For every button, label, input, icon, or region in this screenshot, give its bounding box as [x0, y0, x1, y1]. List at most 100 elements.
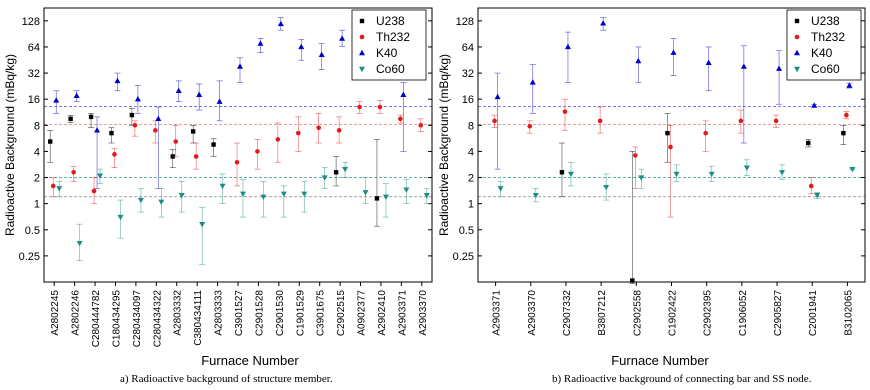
marker-co60 — [76, 241, 83, 247]
marker-k40 — [705, 59, 712, 66]
x-tick-label: C2907332 — [562, 290, 573, 337]
marker-th232 — [492, 118, 497, 124]
marker-k40 — [196, 91, 203, 97]
marker-th232 — [50, 183, 56, 189]
x-tick-label: C3901675 — [316, 290, 327, 337]
marker-co60 — [260, 194, 267, 200]
marker-th232 — [633, 153, 638, 158]
marker-k40 — [494, 93, 501, 100]
x-tick-label: A2802246 — [71, 290, 82, 336]
legend-marker-u238 — [359, 18, 365, 24]
marker-u238 — [68, 116, 73, 122]
marker-th232 — [844, 112, 849, 118]
y-tick-label: 128 — [456, 16, 474, 28]
marker-th232 — [357, 104, 362, 110]
marker-co60 — [56, 186, 63, 192]
y-tick-label: 128 — [22, 16, 40, 28]
y-tick-label: 2 — [34, 173, 40, 185]
marker-k40 — [155, 115, 162, 122]
legend-marker-co60 — [794, 66, 800, 73]
legend-label-th232: Th232 — [811, 30, 845, 44]
x-tick-label: C2905827 — [773, 290, 784, 337]
legend-label-co60: Co60 — [376, 62, 405, 76]
marker-th232 — [193, 154, 199, 159]
marker-co60 — [708, 171, 715, 178]
marker-co60 — [779, 170, 786, 176]
y-axis-label: Radioactive Background (mBq/kg) — [3, 54, 17, 236]
marker-k40 — [94, 127, 101, 133]
marker-k40 — [529, 79, 536, 85]
marker-co60 — [342, 166, 349, 173]
x-tick-label: B3102065 — [843, 290, 854, 336]
marker-th232 — [275, 137, 281, 142]
marker-th232 — [703, 130, 708, 136]
marker-k40 — [175, 87, 182, 93]
y-tick-label: 8 — [34, 120, 40, 132]
x-tick-label: C2902395 — [703, 290, 714, 337]
x-tick-label: C380434111 — [193, 290, 204, 346]
marker-k40 — [134, 95, 141, 102]
marker-u238 — [333, 170, 339, 175]
y-tick-label: 0.25 — [453, 251, 474, 263]
marker-u238 — [88, 114, 94, 120]
legend-marker-k40 — [359, 49, 365, 56]
marker-co60 — [497, 186, 504, 192]
marker-u238 — [211, 142, 216, 147]
marker-co60 — [532, 193, 539, 199]
legend-label-u238: U238 — [811, 14, 840, 28]
marker-th232 — [153, 128, 158, 133]
marker-co60 — [849, 166, 856, 173]
y-tick-label: 32 — [462, 68, 474, 80]
legend-box — [351, 9, 427, 81]
y-tick-label: 4 — [34, 146, 40, 158]
x-tick-label: A2802245 — [50, 290, 61, 336]
x-tick-label: C1901529 — [295, 290, 306, 337]
legend-marker-u238 — [794, 18, 800, 24]
marker-k40 — [339, 35, 346, 41]
x-tick-label: A2803333 — [214, 290, 225, 336]
marker-th232 — [255, 149, 260, 154]
legend-marker-th232 — [359, 34, 365, 40]
y-tick-label: 1 — [468, 199, 474, 211]
marker-co60 — [219, 183, 226, 190]
x-tick-label: B3807212 — [597, 290, 608, 336]
marker-co60 — [178, 193, 185, 199]
marker-co60 — [423, 193, 430, 199]
x-axis-label: Furnace Number — [611, 353, 709, 368]
marker-co60 — [199, 221, 206, 228]
marker-th232 — [398, 116, 403, 122]
marker-u238 — [109, 130, 114, 136]
x-tick-label: C2001941 — [808, 290, 819, 337]
legend-label-co60: Co60 — [811, 62, 840, 76]
y-axis-label: Radioactive Background (mBq/kg) — [437, 54, 451, 236]
y-tick-label: 64 — [462, 42, 474, 54]
marker-k40 — [811, 102, 818, 108]
x-tick-label: C1906052 — [738, 290, 749, 337]
marker-k40 — [73, 92, 80, 99]
x-tick-label: C1902422 — [668, 290, 679, 337]
x-tick-label: C280434322 — [152, 290, 163, 348]
y-tick-label: 64 — [28, 42, 40, 54]
marker-th232 — [316, 125, 321, 131]
marker-u238 — [665, 130, 670, 136]
marker-k40 — [564, 43, 571, 50]
legend: U238 Th232 K40 Co60 — [786, 9, 862, 81]
y-tick-label: 32 — [28, 68, 40, 80]
legend: U238 Th232 K40 Co60 — [351, 9, 427, 81]
marker-co60 — [743, 165, 750, 171]
marker-u238 — [559, 170, 565, 175]
marker-th232 — [91, 188, 97, 194]
x-tick-label: A2903371 — [397, 290, 408, 336]
marker-k40 — [400, 91, 407, 97]
marker-k40 — [318, 51, 325, 57]
marker-th232 — [336, 128, 342, 133]
marker-th232 — [71, 169, 76, 175]
marker-k40 — [670, 49, 677, 55]
marker-k40 — [635, 57, 642, 64]
marker-u238 — [190, 129, 196, 134]
marker-co60 — [638, 175, 645, 181]
y-tick-label: 1 — [34, 199, 40, 211]
marker-th232 — [173, 139, 179, 144]
x-tick-label: A2903370 — [418, 290, 429, 336]
marker-th232 — [597, 118, 603, 124]
